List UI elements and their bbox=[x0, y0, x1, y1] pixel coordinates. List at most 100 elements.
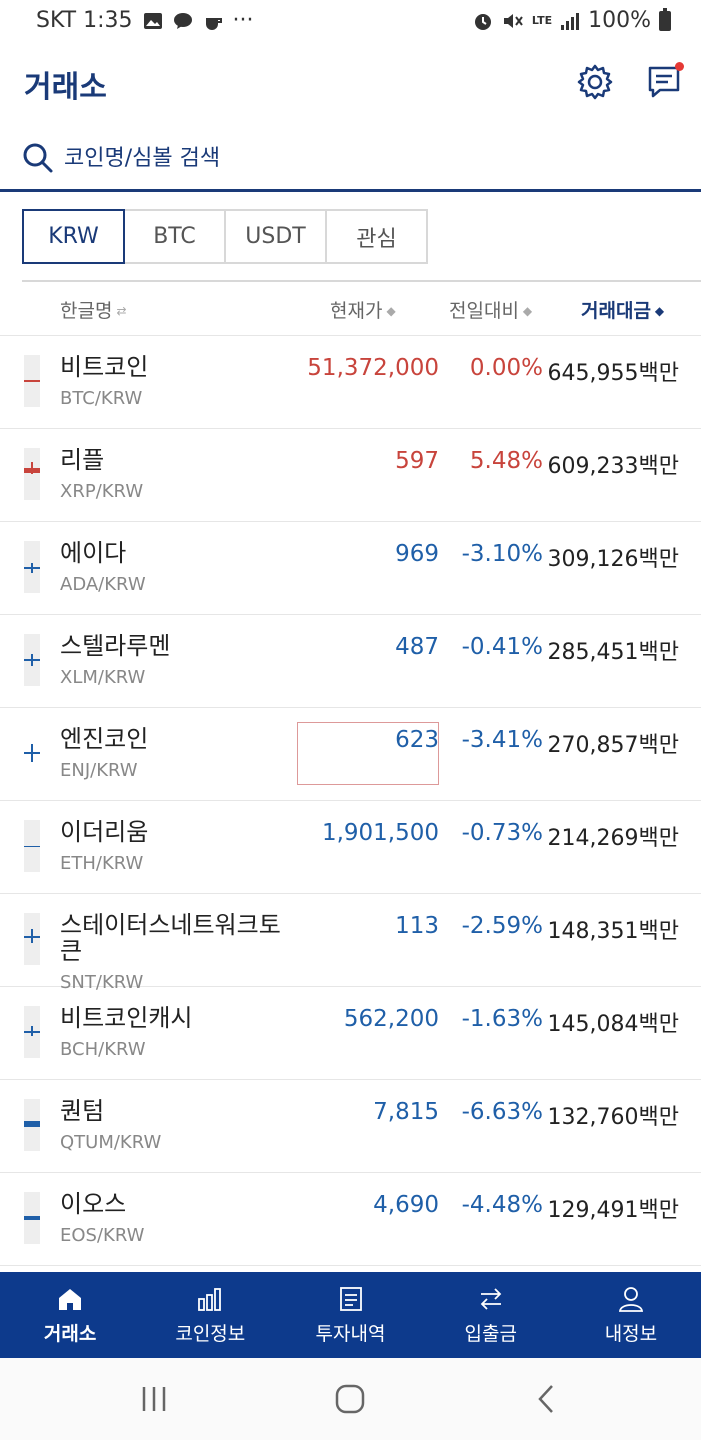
person-icon bbox=[618, 1286, 643, 1312]
mini-candle-icon bbox=[24, 1099, 40, 1151]
price-change-highlight bbox=[297, 722, 439, 785]
nav-coin-info[interactable]: 코인정보 bbox=[140, 1272, 280, 1358]
mini-candle-icon bbox=[24, 355, 40, 407]
sort-by-name[interactable]: 한글명 ⇄ bbox=[60, 296, 127, 323]
tab-favorites[interactable]: 관심 bbox=[325, 209, 428, 264]
coin-row-xlm[interactable]: 스텔라루멘 XLM/KRW 487 -0.41% 285,451백만 bbox=[0, 615, 701, 708]
coin-symbol: BCH/KRW bbox=[60, 1039, 146, 1060]
coin-volume: 645,955백만 bbox=[547, 361, 679, 386]
talk-icon bbox=[173, 12, 192, 29]
swap-icon: ⇄ bbox=[116, 304, 127, 318]
coin-name: 엔진코인 bbox=[60, 725, 149, 753]
coin-change: 5.48% bbox=[469, 448, 543, 474]
sort-by-change[interactable]: 전일대비 ◆ bbox=[449, 296, 532, 323]
coin-row-snt[interactable]: 스테이터스네트워크토큰 SNT/KRW 113 -2.59% 148,351백만 bbox=[0, 894, 701, 993]
nav-deposit-withdraw[interactable]: 입출금 bbox=[421, 1272, 561, 1358]
coin-volume: 129,491백만 bbox=[547, 1198, 679, 1223]
coin-volume: 270,857백만 bbox=[547, 733, 679, 758]
back-icon[interactable] bbox=[526, 1382, 566, 1416]
column-volume-label: 거래대금 bbox=[581, 300, 651, 322]
coin-change: -4.48% bbox=[461, 1192, 543, 1218]
coin-volume: 309,126백만 bbox=[547, 547, 679, 572]
column-change-label: 전일대비 bbox=[449, 300, 519, 322]
coin-symbol: ETH/KRW bbox=[60, 853, 144, 874]
home-button-icon[interactable] bbox=[330, 1382, 370, 1416]
column-price-label: 현재가 bbox=[330, 300, 383, 322]
coin-row-ada[interactable]: 에이다 ADA/KRW 969 -3.10% 309,126백만 bbox=[0, 522, 701, 615]
search-icon bbox=[23, 143, 53, 173]
coin-volume: 145,084백만 bbox=[547, 1012, 679, 1037]
nav-label: 투자내역 bbox=[315, 1322, 386, 1345]
more-notifications: ··· bbox=[232, 8, 254, 33]
sort-icon: ◆ bbox=[522, 304, 533, 318]
coin-change: -6.63% bbox=[461, 1099, 543, 1125]
coin-price: 623 bbox=[395, 727, 439, 753]
coin-name: 스테이터스네트워크토큰 bbox=[60, 911, 281, 965]
sort-icon: ◆ bbox=[386, 304, 396, 318]
coin-volume: 609,233백만 bbox=[547, 454, 679, 479]
market-tabs: KRW BTC USDT 관심 bbox=[22, 209, 428, 265]
network-type: LTE bbox=[531, 13, 553, 27]
mute-icon bbox=[503, 13, 523, 28]
coin-list: 비트코인 BTC/KRW 51,372,000 0.00% 645,955백만 … bbox=[0, 336, 701, 1266]
nav-investments[interactable]: 투자내역 bbox=[280, 1272, 420, 1358]
chat-button[interactable] bbox=[644, 62, 684, 102]
cup-icon bbox=[205, 17, 222, 30]
coin-change: -0.73% bbox=[461, 820, 543, 846]
carrier-time: SKT 1:35 bbox=[36, 8, 133, 33]
coin-name: 리플 bbox=[60, 446, 105, 474]
coin-volume: 132,760백만 bbox=[547, 1105, 679, 1130]
coin-price: 4,690 bbox=[373, 1192, 439, 1218]
coin-price: 597 bbox=[395, 448, 439, 474]
coin-volume: 148,351백만 bbox=[547, 919, 679, 944]
coin-change: -2.59% bbox=[461, 913, 543, 939]
coin-symbol: QTUM/KRW bbox=[60, 1132, 162, 1153]
nav-exchange[interactable]: 거래소 bbox=[0, 1272, 140, 1358]
coin-price: 487 bbox=[395, 634, 439, 660]
status-left: SKT 1:35 ··· bbox=[36, 8, 254, 33]
coin-name: 퀀텀 bbox=[60, 1097, 105, 1125]
recent-apps-icon[interactable] bbox=[134, 1382, 174, 1416]
mini-candle-icon bbox=[24, 448, 40, 500]
nav-label: 내정보 bbox=[604, 1322, 658, 1345]
mini-candle-icon bbox=[24, 820, 40, 872]
coin-row-btc[interactable]: 비트코인 BTC/KRW 51,372,000 0.00% 645,955백만 bbox=[0, 336, 701, 429]
coin-symbol: ENJ/KRW bbox=[60, 760, 138, 781]
coin-price: 562,200 bbox=[343, 1006, 439, 1032]
system-nav-bar bbox=[0, 1358, 701, 1440]
tab-krw[interactable]: KRW bbox=[22, 209, 125, 264]
sort-desc-icon: ◆ bbox=[654, 304, 665, 318]
coin-row-qtum[interactable]: 퀀텀 QTUM/KRW 7,815 -6.63% 132,760백만 bbox=[0, 1080, 701, 1173]
signal-icon bbox=[561, 12, 580, 30]
coin-symbol: ADA/KRW bbox=[60, 574, 146, 595]
mini-candle-icon bbox=[24, 541, 40, 593]
notification-dot bbox=[675, 62, 684, 71]
settings-gear-icon[interactable] bbox=[575, 62, 615, 102]
coin-volume: 285,451백만 bbox=[547, 640, 679, 665]
tab-usdt[interactable]: USDT bbox=[224, 209, 327, 264]
mini-candle-icon bbox=[24, 1006, 40, 1058]
coin-row-bch[interactable]: 비트코인캐시 BCH/KRW 562,200 -1.63% 145,084백만 bbox=[0, 987, 701, 1080]
search-input[interactable] bbox=[64, 140, 664, 176]
coin-row-xrp[interactable]: 리플 XRP/KRW 597 5.48% 609,233백만 bbox=[0, 429, 701, 522]
coin-row-eth[interactable]: 이더리움 ETH/KRW 1,901,500 -0.73% 214,269백만 bbox=[0, 801, 701, 894]
battery-icon bbox=[659, 7, 671, 31]
sort-by-volume[interactable]: 거래대금 ◆ bbox=[581, 296, 664, 323]
mini-candle-icon bbox=[24, 634, 40, 686]
mini-candle-icon bbox=[24, 913, 40, 965]
divider bbox=[22, 280, 701, 282]
tab-btc[interactable]: BTC bbox=[123, 209, 226, 264]
coin-symbol: EOS/KRW bbox=[60, 1225, 145, 1246]
coin-row-eos[interactable]: 이오스 EOS/KRW 4,690 -4.48% 129,491백만 bbox=[0, 1173, 701, 1266]
sort-by-price[interactable]: 현재가 ◆ bbox=[330, 296, 396, 323]
bottom-nav: 거래소 코인정보 투자내역 입출금 내정보 bbox=[0, 1272, 701, 1358]
coin-row-enj[interactable]: 엔진코인 ENJ/KRW 623 -3.41% 270,857백만 bbox=[0, 708, 701, 801]
coin-change: -1.63% bbox=[461, 1006, 543, 1032]
app-header: 거래소 bbox=[0, 44, 701, 120]
coin-symbol: SNT/KRW bbox=[60, 972, 144, 993]
search-bar bbox=[0, 128, 701, 192]
nav-label: 입출금 bbox=[464, 1322, 517, 1345]
status-right: LTE 100% bbox=[472, 7, 671, 33]
nav-my-info[interactable]: 내정보 bbox=[561, 1272, 701, 1358]
coin-price: 1,901,500 bbox=[321, 820, 439, 846]
